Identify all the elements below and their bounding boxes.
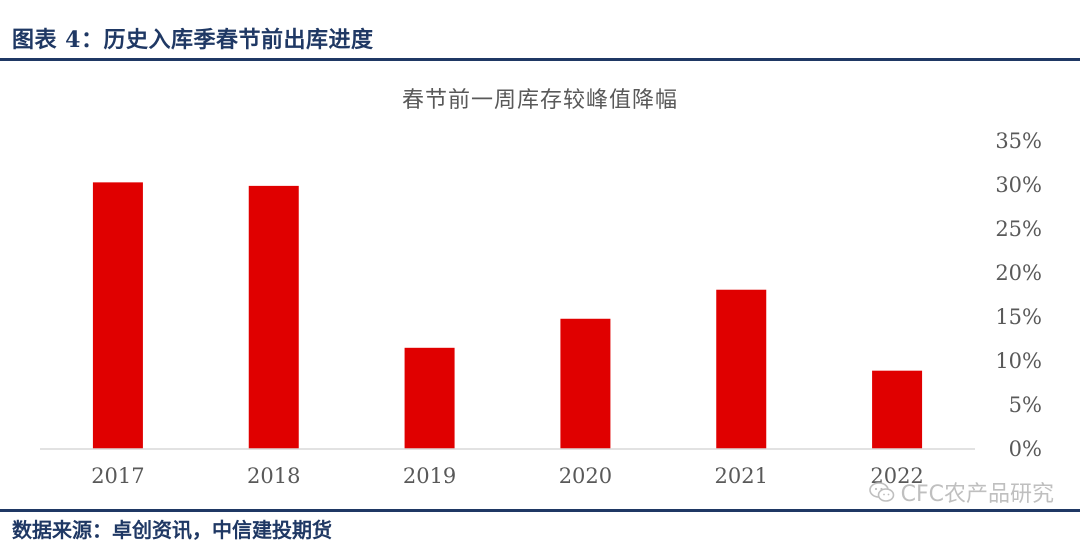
x-tick-label: 2021 bbox=[715, 464, 768, 488]
footer-rule bbox=[0, 509, 1080, 512]
header-rule bbox=[0, 58, 1080, 61]
y-tick-label: 15% bbox=[995, 305, 1042, 329]
bar-chart: 0% 5% 10% 15% 20% 25% 30% 35% 2017 2018 2019 2020 20… bbox=[40, 129, 1042, 488]
chart-title: 春节前一周库存较峰值降幅 bbox=[401, 88, 678, 113]
bar-2021 bbox=[716, 289, 767, 449]
figure-title: 图表 4：历史入库季春节前出库进度 bbox=[12, 27, 374, 53]
y-tick-label: 10% bbox=[995, 349, 1042, 373]
watermark-text: CFC农产品研究 bbox=[900, 482, 1054, 507]
wechat-icon bbox=[868, 482, 894, 502]
bar-2018 bbox=[248, 185, 299, 449]
bar-2020 bbox=[560, 318, 611, 449]
y-tick-label: 0% bbox=[1009, 437, 1042, 461]
y-tick-label: 20% bbox=[995, 261, 1042, 285]
x-tick-label: 2022 bbox=[870, 464, 923, 488]
x-tick-label: 2020 bbox=[559, 464, 612, 488]
bar-2019 bbox=[404, 347, 455, 449]
watermark: CFC农产品研究 bbox=[868, 476, 1054, 508]
bar-2017 bbox=[92, 182, 143, 450]
y-tick-label: 5% bbox=[1009, 393, 1042, 417]
y-tick-label: 30% bbox=[995, 173, 1042, 197]
chart-area: 春节前一周库存较峰值降幅 0% 5% 10% 15% 20% 25% 30% 35% 2017 2… bbox=[0, 62, 1080, 512]
x-tick-label: 2018 bbox=[247, 464, 300, 488]
figure-header: 图表 4：历史入库季春节前出库进度 bbox=[0, 0, 1080, 62]
x-tick-label: 2017 bbox=[91, 464, 144, 488]
bar-2022 bbox=[872, 370, 923, 449]
y-tick-label: 25% bbox=[995, 217, 1042, 241]
x-tick-label: 2019 bbox=[403, 464, 456, 488]
y-tick-label: 35% bbox=[995, 129, 1042, 153]
source-note: 数据来源：卓创资讯，中信建投期货 bbox=[12, 518, 332, 542]
